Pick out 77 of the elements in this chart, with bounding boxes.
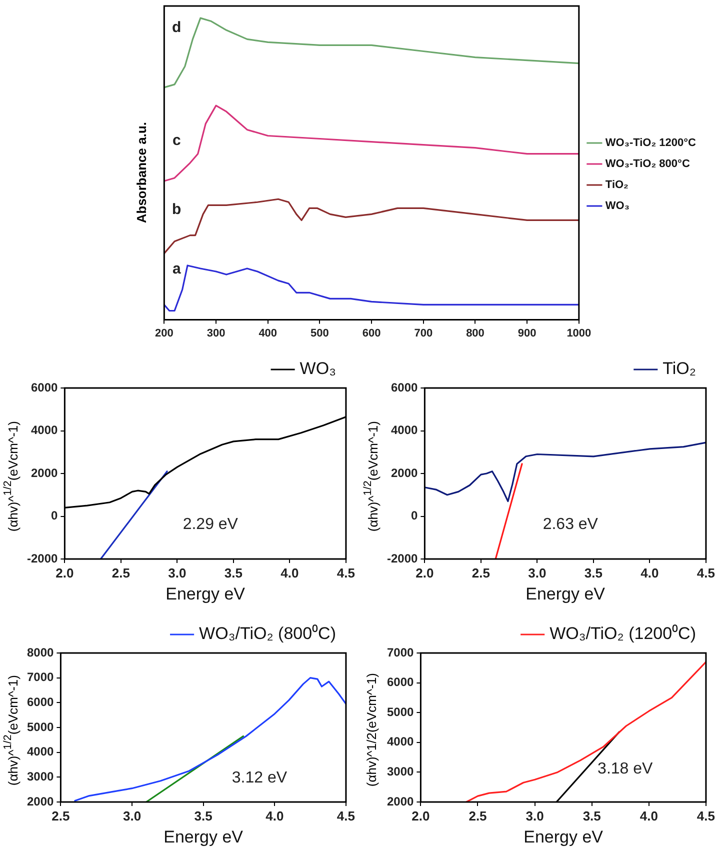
x-tick-label: 500 bbox=[310, 327, 329, 340]
y-tick-label: 5000 bbox=[386, 704, 414, 719]
x-tick-label: 3.5 bbox=[582, 808, 601, 824]
x-tick-label: 2.0 bbox=[412, 808, 430, 824]
y-tick-label: 2000 bbox=[26, 794, 54, 808]
x-tick-label: 2.0 bbox=[56, 565, 74, 580]
x-axis-title: Energy eV bbox=[526, 584, 606, 604]
annotation: 3.12 eV bbox=[232, 770, 288, 787]
y-tick-label: 4000 bbox=[30, 423, 58, 438]
x-tick-label: 4.0 bbox=[266, 808, 284, 824]
legend-label: WO₃ bbox=[300, 359, 336, 378]
legend-label: WO₃ bbox=[605, 200, 630, 212]
x-tick-label: 700 bbox=[414, 327, 433, 340]
y-tick-label: -2000 bbox=[386, 551, 418, 566]
x-tick-label: 3.0 bbox=[528, 565, 546, 580]
annotation: c bbox=[172, 132, 181, 150]
y-tick-label: 3000 bbox=[386, 764, 414, 779]
y-tick-label: 2000 bbox=[386, 794, 414, 808]
x-tick-label: 800 bbox=[466, 327, 484, 340]
y-tick-label: 4000 bbox=[26, 744, 54, 759]
y-tick-label: 0 bbox=[51, 508, 58, 523]
x-tick-label: 3.0 bbox=[168, 565, 186, 580]
legend-label: WO₃-TiO₂ 800°C bbox=[605, 158, 690, 170]
x-tick-label: 300 bbox=[206, 327, 226, 340]
x-tick-label: 4.0 bbox=[280, 565, 299, 580]
y-tick-label: 8000 bbox=[26, 645, 54, 660]
x-tick-label: 3.5 bbox=[584, 565, 602, 580]
x-tick-label: 600 bbox=[362, 327, 381, 340]
legend-label: WO₃-TiO₂ 1200°C bbox=[605, 137, 696, 150]
x-tick-label: 2.5 bbox=[112, 565, 130, 580]
x-tick-label: 400 bbox=[258, 327, 278, 340]
x-tick-label: 1000 bbox=[566, 327, 592, 340]
y-axis-title: Absorbance a.u. bbox=[134, 122, 148, 224]
x-tick-label: 4.5 bbox=[336, 565, 356, 580]
x-tick-label: 4.0 bbox=[640, 565, 659, 580]
y-tick-label: 0 bbox=[411, 508, 418, 523]
y-tick-label: 5000 bbox=[26, 720, 54, 734]
x-tick-label: 2.0 bbox=[416, 565, 434, 580]
legend-label: TiO₂ bbox=[605, 179, 629, 192]
x-tick-label: 3.5 bbox=[194, 808, 212, 824]
y-tick-label: 6000 bbox=[30, 380, 58, 394]
x-tick-label: 4.5 bbox=[336, 808, 356, 824]
y-tick-label: 3000 bbox=[26, 769, 54, 784]
y-tick-label: 7000 bbox=[386, 645, 414, 660]
annotation: d bbox=[172, 19, 182, 36]
x-tick-label: 2.5 bbox=[468, 808, 487, 824]
x-tick-label: 2.5 bbox=[472, 565, 490, 580]
y-tick-label: 2000 bbox=[30, 466, 58, 480]
y-tick-label: 7000 bbox=[26, 670, 54, 684]
x-axis-title: Energy eV bbox=[524, 827, 604, 846]
x-tick-label: 2.5 bbox=[52, 808, 70, 824]
annotation: b bbox=[172, 201, 182, 218]
y-tick-label: 4000 bbox=[390, 423, 418, 438]
y-tick-label: -2000 bbox=[26, 551, 58, 566]
x-tick-label: 4.5 bbox=[696, 565, 716, 580]
y-tick-label: 6000 bbox=[386, 675, 414, 690]
x-tick-label: 4.5 bbox=[696, 808, 716, 824]
y-tick-label: 2000 bbox=[390, 466, 418, 480]
legend-label: WO₃/TiO₂ (1200⁰C) bbox=[550, 624, 696, 644]
x-tick-label: 200 bbox=[154, 327, 174, 340]
x-axis-title: Energy eV bbox=[166, 584, 246, 604]
x-tick-label: 4.0 bbox=[640, 808, 658, 824]
x-tick-label: 900 bbox=[518, 327, 536, 340]
legend-label: TiO₂ bbox=[662, 359, 696, 378]
y-tick-label: 4000 bbox=[386, 734, 414, 749]
annotation: 2.63 eV bbox=[542, 516, 598, 534]
annotation: 2.29 eV bbox=[182, 516, 238, 534]
annotation: 3.18 eV bbox=[598, 760, 654, 778]
x-tick-label: 3.0 bbox=[122, 808, 142, 824]
x-tick-label: 3.5 bbox=[224, 565, 242, 580]
y-tick-label: 6000 bbox=[390, 380, 418, 394]
x-tick-label: 3.0 bbox=[526, 808, 544, 824]
x-axis-title: Energy eV bbox=[164, 827, 244, 846]
y-axis-title: (αhv)^1/2(eVcm^-1) bbox=[364, 673, 378, 787]
y-tick-label: 6000 bbox=[26, 694, 54, 709]
annotation: a bbox=[172, 260, 182, 278]
legend-label: WO₃/TiO₂ (800⁰C) bbox=[199, 624, 336, 644]
